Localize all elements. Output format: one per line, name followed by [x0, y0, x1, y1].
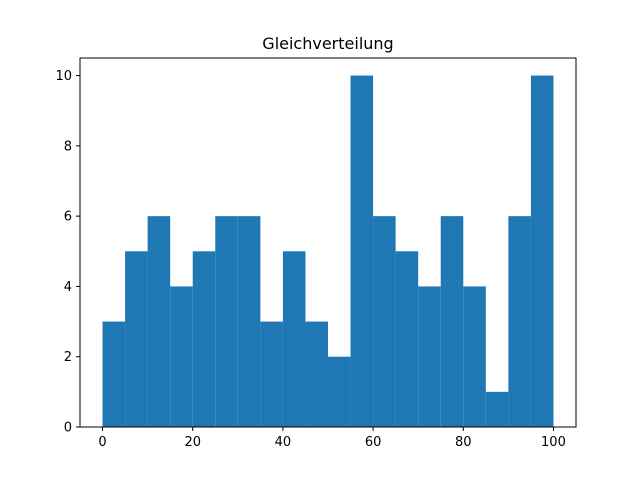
histogram-bar — [485, 391, 509, 427]
histogram-bar — [440, 216, 464, 427]
y-tick-label: 10 — [55, 69, 72, 84]
axes-layer: 0 20 40 60 80 100 0 2 4 6 8 10 — [55, 57, 577, 450]
histogram-bar — [328, 356, 351, 427]
histogram-bar — [260, 321, 283, 427]
histogram-bar — [125, 251, 148, 427]
histogram-bar — [305, 321, 328, 427]
chart-title: Gleichverteilung — [262, 34, 393, 53]
plot-frame — [79, 57, 577, 428]
x-tick-label: 100 — [541, 435, 566, 450]
x-tick-label: 20 — [184, 435, 201, 450]
histogram-bar — [282, 251, 306, 427]
histogram-bar — [530, 75, 554, 428]
x-tick-label: 0 — [98, 435, 106, 450]
histogram-bar — [395, 251, 419, 427]
bars-layer — [102, 75, 554, 428]
y-tick-label: 8 — [64, 139, 72, 154]
histogram-bar — [192, 251, 216, 427]
histogram-bar — [147, 216, 171, 427]
histogram-bar — [170, 286, 193, 427]
y-tick-label: 2 — [64, 350, 72, 365]
histogram-bar — [373, 216, 396, 427]
y-tick-label: 0 — [64, 421, 72, 436]
x-tick-label: 40 — [275, 435, 292, 450]
histogram-bar — [508, 216, 531, 427]
x-tick-label: 60 — [365, 435, 382, 450]
histogram-bar — [215, 216, 238, 427]
histogram-bar — [102, 321, 126, 427]
histogram-bar — [237, 216, 261, 427]
x-tick-label: 80 — [455, 435, 472, 450]
histogram-bar — [350, 75, 374, 428]
histogram-bar — [418, 286, 441, 427]
histogram-bar — [463, 286, 486, 427]
y-tick-label: 4 — [64, 280, 72, 295]
y-tick-label: 6 — [64, 210, 72, 225]
